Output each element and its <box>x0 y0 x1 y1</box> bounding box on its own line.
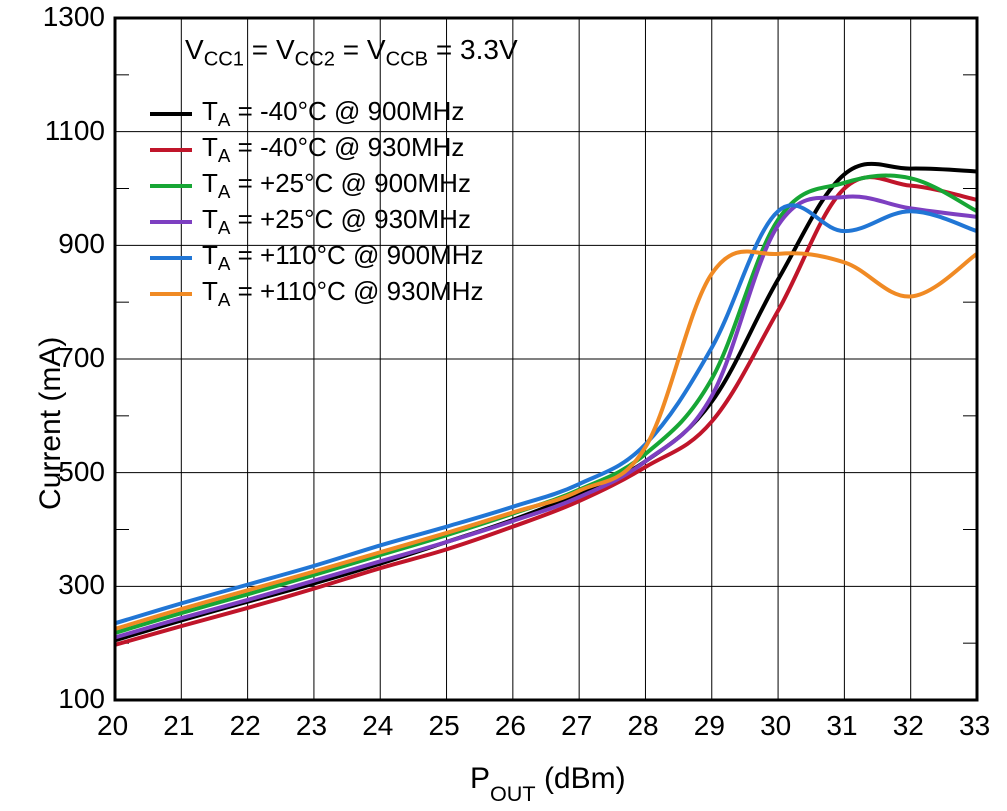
legend-item: TA = +110°C @ 900MHz <box>150 240 483 276</box>
legend-item: TA = -40°C @ 930MHz <box>150 132 483 168</box>
y-tick-label: 1100 <box>45 115 105 147</box>
legend-item: TA = +25°C @ 930MHz <box>150 204 483 240</box>
x-axis-label: POUT (dBm) <box>470 762 626 801</box>
x-tick-label: 23 <box>296 710 327 742</box>
y-tick-label: 700 <box>58 342 105 374</box>
x-tick-label: 27 <box>561 710 592 742</box>
legend-swatch <box>150 148 192 152</box>
x-tick-label: 22 <box>230 710 261 742</box>
x-tick-label: 29 <box>694 710 725 742</box>
legend-item: TA = +110°C @ 930MHz <box>150 276 483 312</box>
legend-item: TA = -40°C @ 900MHz <box>150 96 483 132</box>
voltage-condition-text: VCC1 = VCC2 = VCCB = 3.3V <box>185 34 518 72</box>
y-tick-label: 300 <box>58 569 105 601</box>
x-tick-label: 30 <box>760 710 791 742</box>
legend-swatch <box>150 292 192 296</box>
x-tick-label: 33 <box>959 710 990 742</box>
legend-swatch <box>150 256 192 260</box>
chart-legend: TA = -40°C @ 900MHz TA = -40°C @ 930MHz … <box>150 96 483 312</box>
legend-item: TA = +25°C @ 900MHz <box>150 168 483 204</box>
x-tick-label: 32 <box>893 710 924 742</box>
legend-swatch <box>150 112 192 116</box>
x-tick-label: 21 <box>163 710 194 742</box>
legend-swatch <box>150 220 192 224</box>
y-tick-label: 900 <box>58 228 105 260</box>
x-tick-label: 24 <box>362 710 393 742</box>
x-tick-label: 31 <box>826 710 857 742</box>
x-tick-label: 26 <box>495 710 526 742</box>
y-tick-label: 1300 <box>43 1 105 33</box>
x-tick-label: 28 <box>627 710 658 742</box>
y-tick-label: 500 <box>58 456 105 488</box>
x-tick-label: 25 <box>429 710 460 742</box>
y-tick-label: 100 <box>58 683 105 715</box>
legend-swatch <box>150 184 192 188</box>
